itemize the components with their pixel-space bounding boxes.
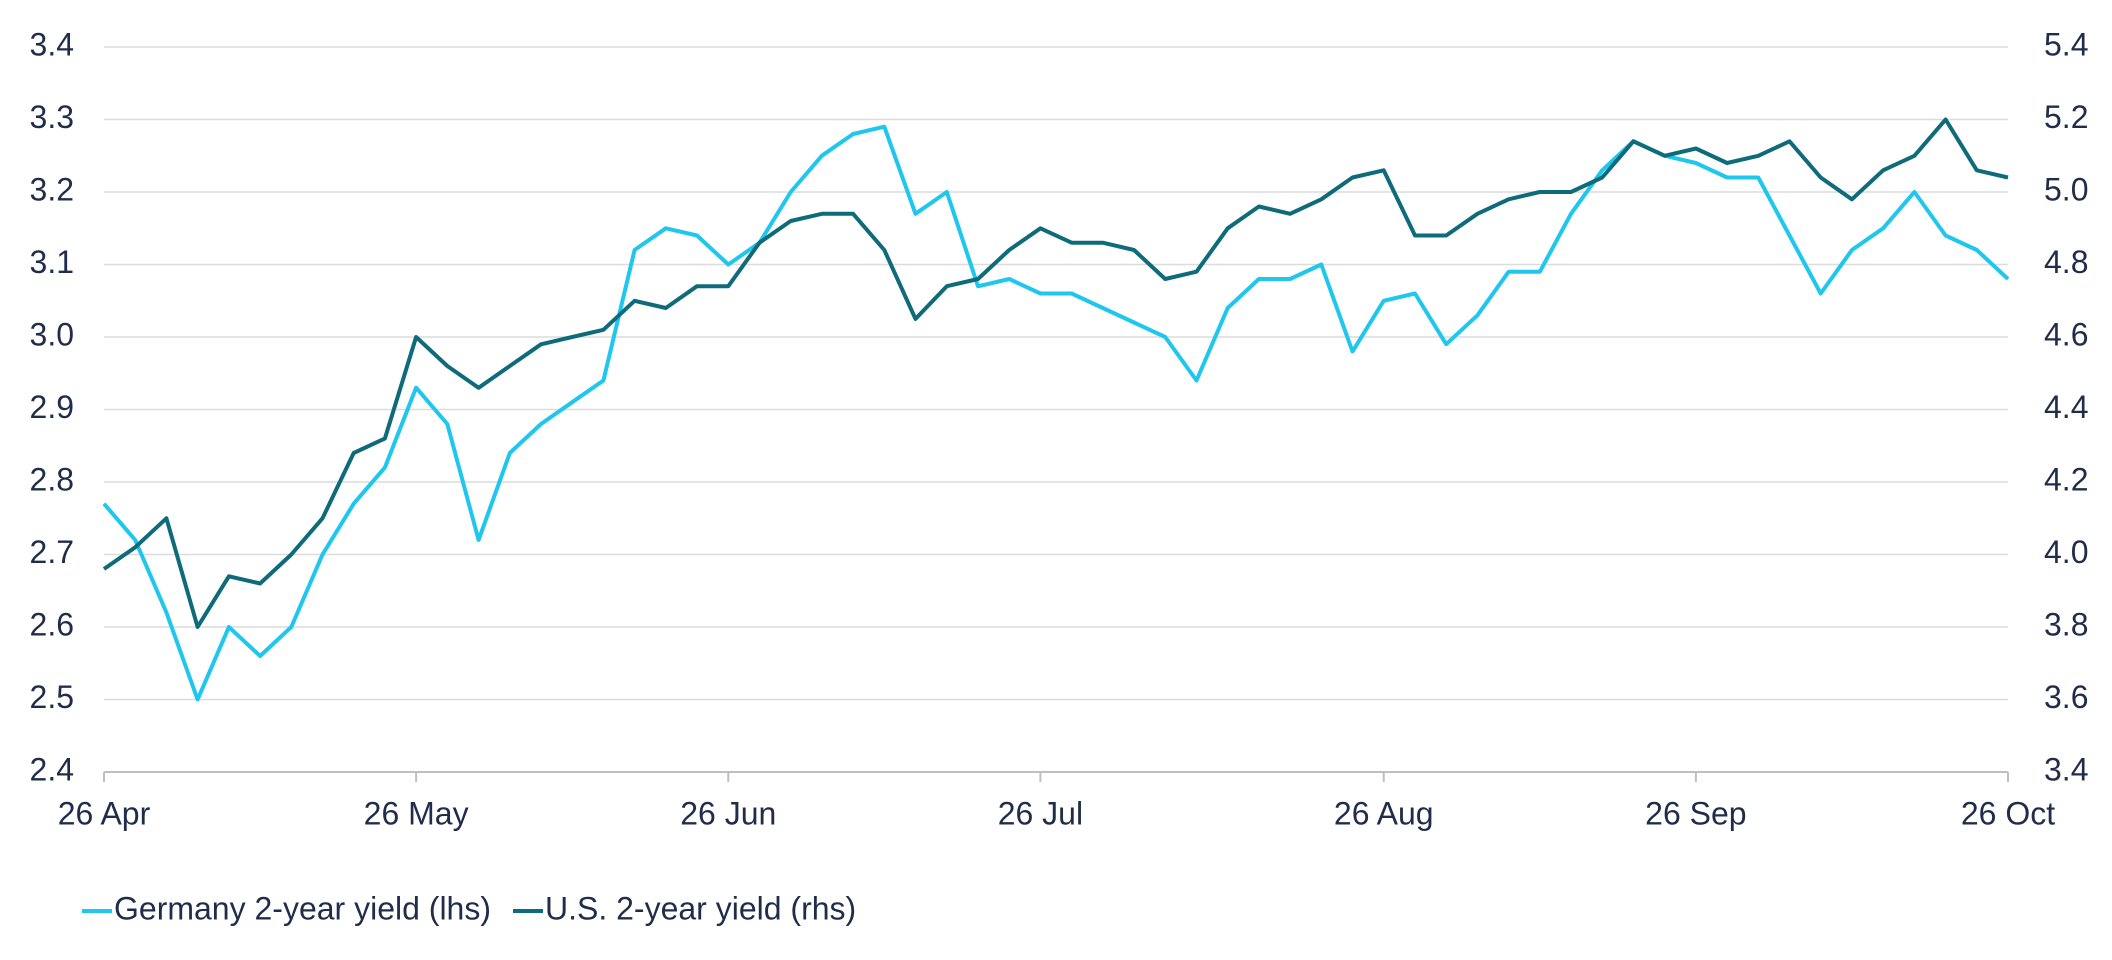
y2-tick-label: 3.4 [2044, 751, 2088, 787]
y2-tick-label: 3.8 [2044, 606, 2088, 642]
x-tick-label: 26 Oct [1961, 795, 2055, 831]
legend-label: U.S. 2-year yield (rhs) [545, 890, 856, 926]
y-tick-label: 3.1 [30, 244, 74, 280]
y-tick-label: 2.6 [30, 606, 74, 642]
x-tick-label: 26 Jul [998, 795, 1083, 831]
y-tick-label: 2.5 [30, 679, 74, 715]
y2-tick-label: 5.0 [2044, 171, 2088, 207]
y-tick-label: 2.7 [30, 534, 74, 570]
y2-tick-label: 4.6 [2044, 316, 2088, 352]
y2-tick-label: 5.4 [2044, 26, 2088, 62]
legend-label: Germany 2-year yield (lhs) [114, 890, 491, 926]
y-tick-label: 3.2 [30, 171, 74, 207]
y2-tick-label: 4.4 [2044, 389, 2088, 425]
y2-tick-label: 4.0 [2044, 534, 2088, 570]
x-tick-label: 26 Jun [680, 795, 776, 831]
y2-tick-label: 3.6 [2044, 679, 2088, 715]
y2-tick-label: 4.8 [2044, 244, 2088, 280]
y-tick-label: 2.4 [30, 751, 74, 787]
y-tick-label: 3.0 [30, 316, 74, 352]
x-tick-label: 26 May [364, 795, 469, 831]
y-tick-label: 2.9 [30, 389, 74, 425]
series-line [102, 117, 2009, 629]
x-tick-label: 26 Aug [1334, 795, 1434, 831]
x-tick-label: 26 Sep [1645, 795, 1746, 831]
series-line [102, 124, 2010, 702]
x-tick-label: 26 Apr [58, 795, 151, 831]
y2-tick-label: 5.2 [2044, 99, 2088, 135]
y-tick-label: 3.4 [30, 26, 74, 62]
y2-tick-label: 4.2 [2044, 461, 2088, 497]
y-tick-label: 2.8 [30, 461, 74, 497]
y-tick-label: 3.3 [30, 99, 74, 135]
